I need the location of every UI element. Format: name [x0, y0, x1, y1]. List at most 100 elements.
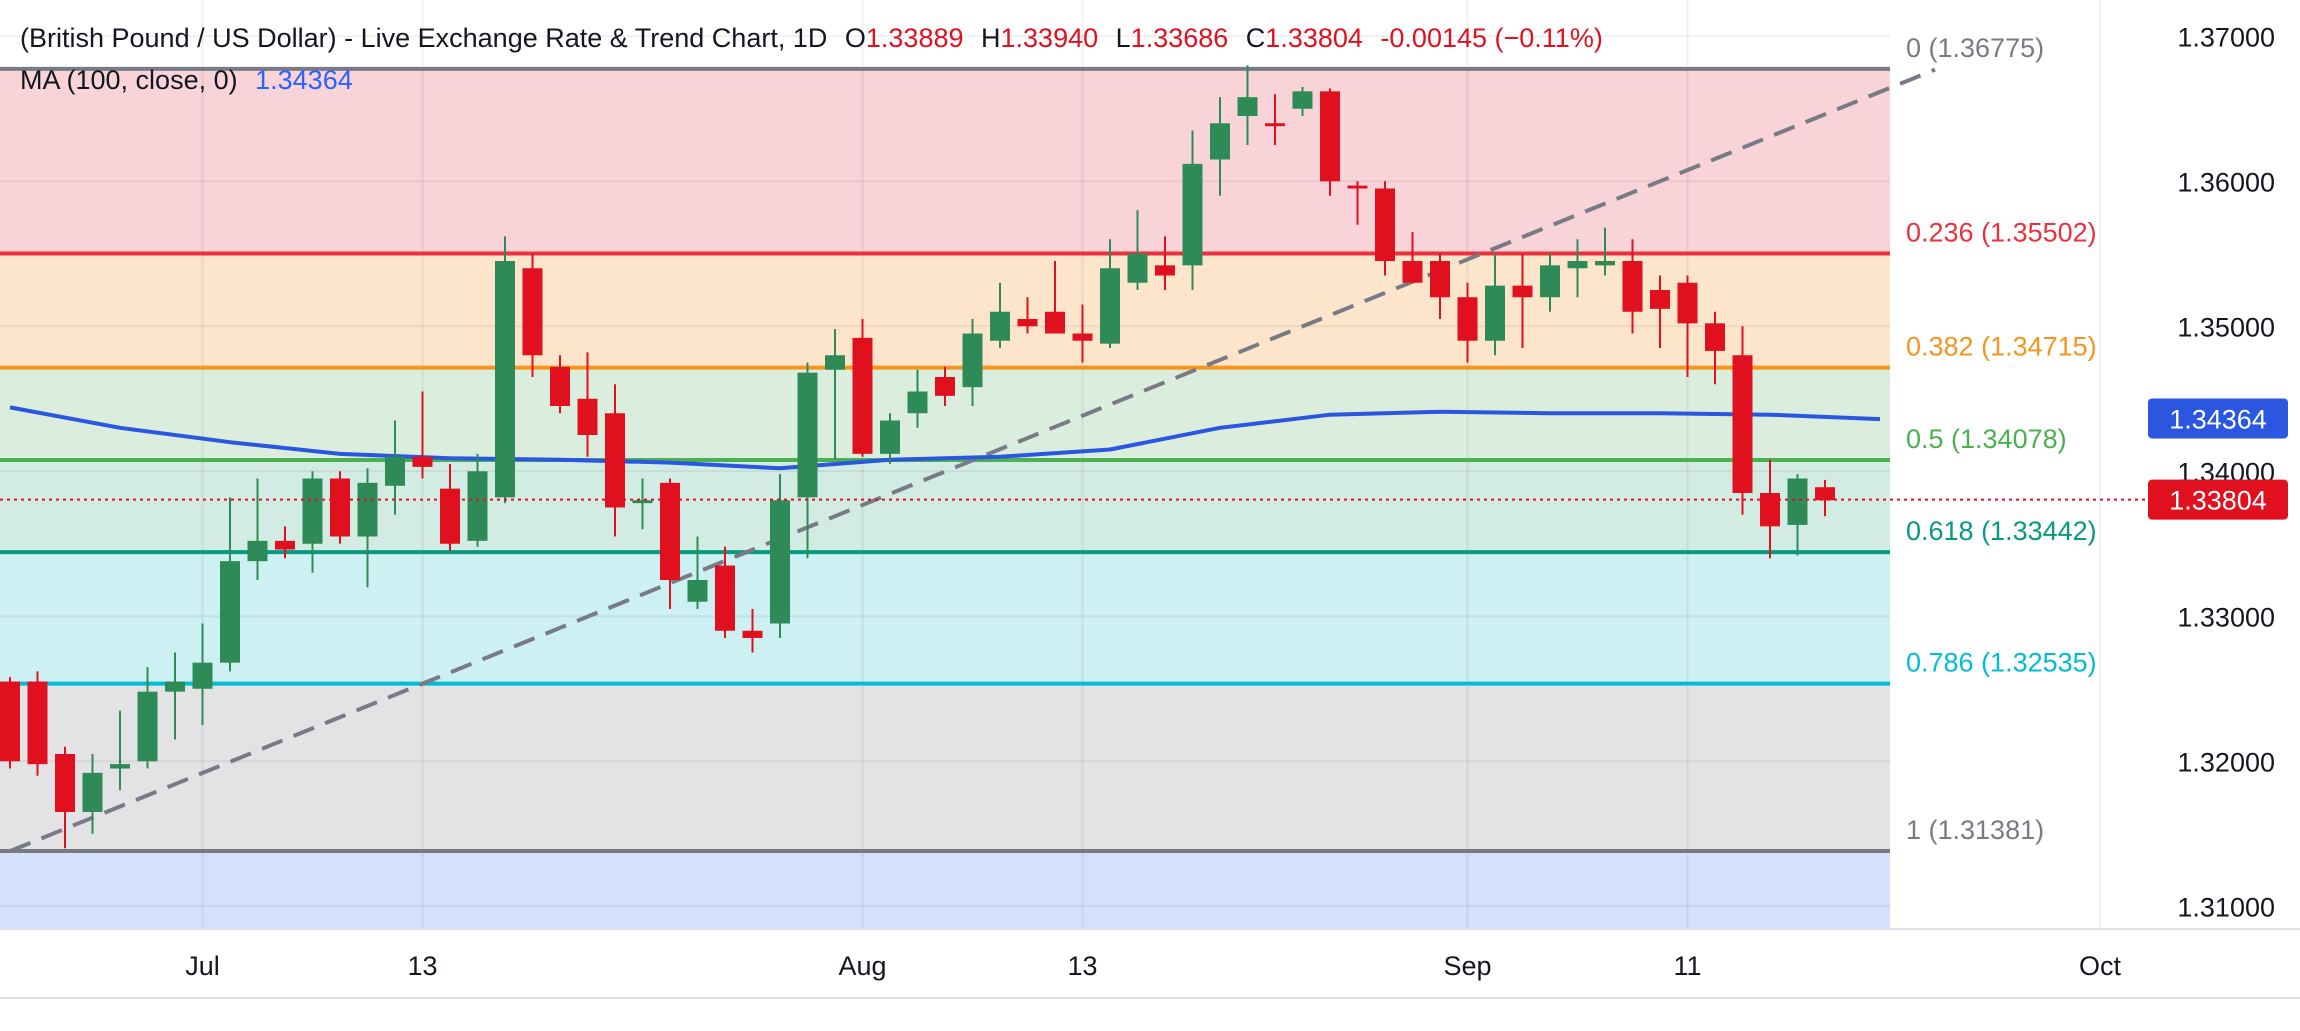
fib-zone-0.236: [0, 253, 1890, 368]
candle: [1677, 275, 1698, 377]
candle-body: [1210, 123, 1230, 160]
high-label: H: [981, 23, 1001, 53]
candle-body: [1017, 319, 1038, 327]
fib-label-0.382: 0.382 (1.34715): [1906, 332, 2097, 362]
fib-label-1: 1 (1.31381): [1906, 815, 2044, 845]
candle: [687, 536, 708, 609]
candle: [302, 471, 323, 573]
candle: [935, 366, 955, 406]
y-tick-label: 1.36000: [2177, 167, 2275, 197]
candle: [247, 478, 268, 580]
open-label: O: [844, 23, 866, 53]
fib-zone-0: [0, 68, 1890, 254]
x-tick-label: 13: [1067, 951, 1097, 981]
fib-label-0.236: 0.236 (1.35502): [1906, 217, 2097, 247]
candle-body: [1320, 91, 1340, 182]
x-tick-label: Jul: [185, 951, 220, 981]
fib-label-0.5: 0.5 (1.34078): [1906, 424, 2067, 454]
candle-body: [1815, 487, 1835, 501]
low-label: L: [1115, 23, 1131, 53]
chart-title: (British Pound / US Dollar) - Live Excha…: [20, 23, 828, 53]
candle-body: [880, 420, 900, 454]
candle: [440, 464, 460, 551]
candle: [1347, 181, 1368, 225]
candle: [1375, 181, 1395, 276]
candle-body: [632, 500, 653, 504]
candle: [577, 352, 598, 457]
candle: [1182, 130, 1203, 290]
price-badge: 1.33804: [2148, 479, 2288, 520]
candle-body: [467, 471, 488, 541]
indicator-value: 1.34364: [255, 65, 353, 95]
candle-body: [1430, 261, 1450, 298]
price-badge-bg: [2148, 479, 2288, 520]
candle-body: [715, 565, 735, 631]
fib-label-0: 0 (1.36775): [1906, 33, 2044, 63]
candle: [1457, 282, 1478, 363]
candle: [1595, 227, 1615, 276]
moving-average-line: [9, 405, 1881, 471]
candle-body: [0, 681, 20, 762]
candle-body: [550, 366, 570, 406]
candle: [1100, 239, 1120, 348]
candle: [1045, 261, 1065, 334]
candle-body: [1045, 311, 1065, 334]
candle: [1815, 479, 1835, 517]
candle: [412, 391, 433, 479]
candle-body: [55, 754, 75, 812]
candle-body: [962, 333, 983, 388]
candle: [137, 667, 158, 769]
candle: [1760, 459, 1780, 559]
candle: [1210, 97, 1230, 196]
candle: [742, 609, 763, 653]
candle-body: [1347, 185, 1368, 189]
y-tick-label: 1.32000: [2177, 747, 2275, 777]
candle-body: [1595, 261, 1615, 266]
candle-body: [522, 268, 543, 356]
candle-body: [1457, 297, 1478, 341]
candle-body: [1732, 355, 1753, 493]
candle-body: [742, 630, 763, 638]
indicator-legend[interactable]: MA (100, close, 0) 1.34364: [20, 64, 353, 96]
candle-body: [275, 540, 295, 550]
candle-body: [825, 355, 845, 370]
candle: [715, 546, 735, 638]
candle: [1265, 94, 1285, 145]
candle-body: [1292, 91, 1313, 109]
candle: [1622, 239, 1643, 334]
y-tick-label: 1.33000: [2177, 602, 2275, 632]
close-label: C: [1245, 23, 1266, 53]
candle-body: [1375, 188, 1395, 261]
fib-zone-0.618: [0, 552, 1890, 684]
candle-body: [1265, 123, 1285, 127]
price-badge-label: 1.34364: [2169, 404, 2267, 434]
candle: [907, 369, 928, 428]
candle: [962, 319, 983, 406]
candle: [1485, 253, 1505, 356]
candle: [0, 677, 20, 769]
candle-body: [165, 681, 185, 692]
candle: [192, 623, 213, 725]
candle: [632, 478, 653, 530]
x-tick-label: 13: [407, 951, 437, 981]
candle-body: [990, 311, 1010, 341]
candle-body: [220, 561, 240, 663]
candle: [1320, 88, 1340, 196]
candle: [275, 526, 295, 559]
candle: [1650, 275, 1670, 348]
open-value: 1.33889: [865, 23, 964, 53]
candle: [1402, 232, 1423, 283]
candle-body: [660, 482, 680, 580]
candle: [357, 468, 378, 588]
change-value: -0.00145 (−0.11%): [1380, 23, 1603, 53]
candle-body: [495, 261, 515, 498]
candle-body: [82, 772, 103, 812]
price-badge-label: 1.33804: [2169, 486, 2267, 516]
candle-body: [577, 398, 598, 435]
candle-body: [1567, 261, 1588, 269]
candle-body: [770, 500, 790, 624]
candle: [550, 355, 570, 414]
candle-body: [1540, 265, 1560, 298]
